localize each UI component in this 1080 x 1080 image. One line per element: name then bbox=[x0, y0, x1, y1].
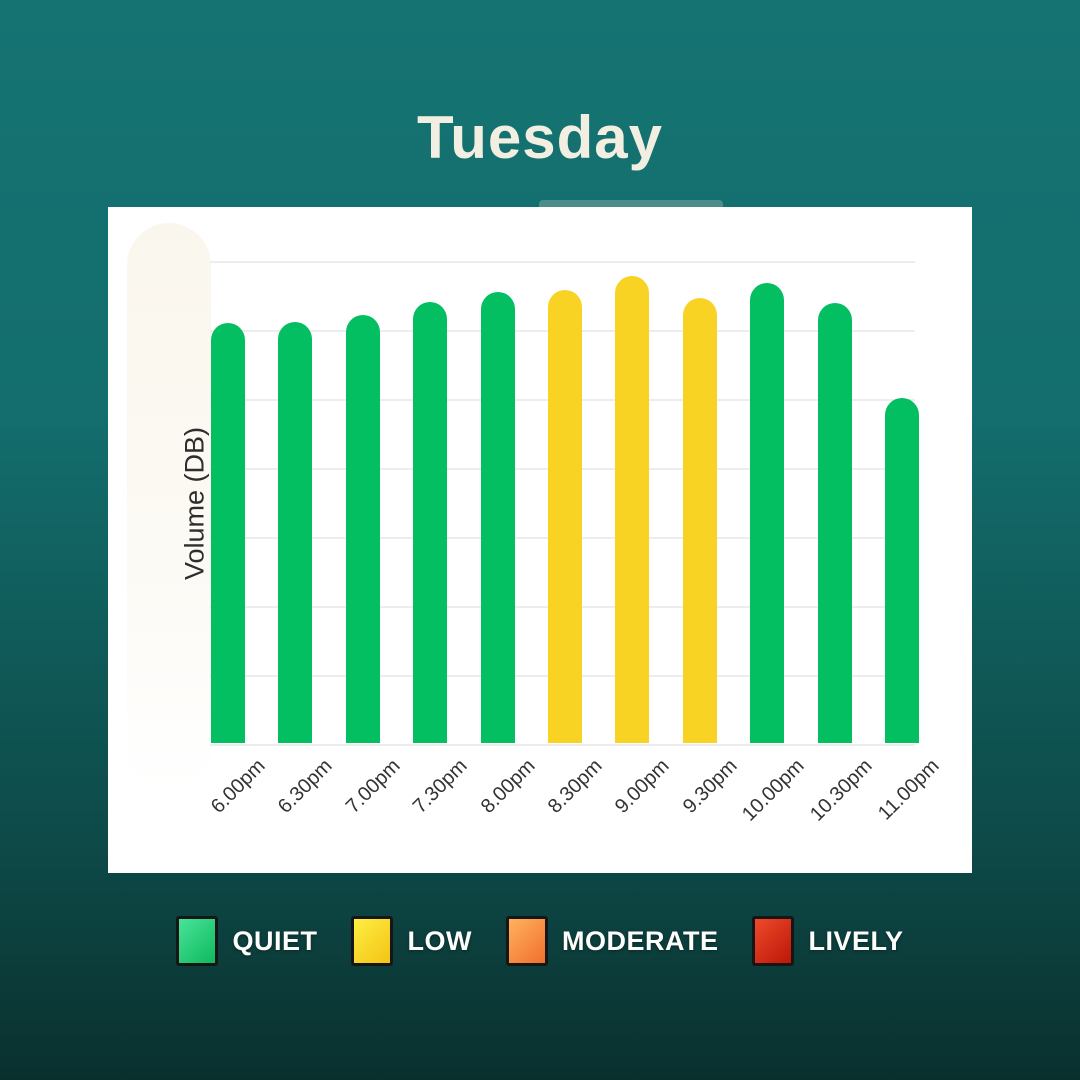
bar-6.30pm bbox=[278, 322, 313, 743]
legend-label-lively: LIVELY bbox=[808, 925, 904, 956]
bar-9.30pm bbox=[682, 298, 717, 743]
decor-blob bbox=[127, 223, 211, 793]
accent-strip bbox=[539, 200, 723, 210]
legend-label-quiet: QUIET bbox=[232, 925, 318, 956]
bar-6.00pm bbox=[211, 323, 245, 743]
legend-label-moderate: MODERATE bbox=[561, 925, 719, 956]
bar-8.00pm bbox=[480, 292, 515, 743]
bar-11.00pm bbox=[885, 398, 919, 743]
legend-item-lively: LIVELY bbox=[752, 916, 903, 966]
bar-9.00pm bbox=[615, 276, 650, 743]
legend-item-moderate: MODERATE bbox=[505, 916, 719, 966]
bar-8.30pm bbox=[548, 290, 582, 743]
legend-swatch-lively bbox=[752, 916, 795, 966]
legend-swatch-low bbox=[351, 916, 394, 966]
legend-item-low: LOW bbox=[351, 916, 471, 966]
chart-card: Volume (DB) 6.00pm 6.30pm 7.00pm 7.30pm 8.00… bbox=[108, 207, 972, 873]
bar-7.30pm bbox=[413, 302, 448, 743]
gridline bbox=[210, 261, 915, 263]
y-axis-label: Volume (DB) bbox=[179, 426, 210, 581]
legend-swatch-quiet bbox=[176, 916, 219, 966]
legend: QUIET LOW MODERATE LIVELY bbox=[0, 916, 1080, 966]
bar-10.00pm bbox=[750, 283, 785, 743]
gridline bbox=[210, 744, 915, 746]
bar-7.00pm bbox=[345, 315, 380, 743]
bar-chart: Volume (DB) 6.00pm 6.30pm 7.00pm 7.30pm 8.00… bbox=[108, 207, 972, 873]
legend-item-quiet: QUIET bbox=[176, 916, 317, 966]
legend-label-low: LOW bbox=[407, 925, 472, 956]
page-title: Tuesday bbox=[417, 104, 663, 171]
bar-10.30pm bbox=[817, 303, 852, 743]
legend-swatch-moderate bbox=[505, 916, 548, 966]
